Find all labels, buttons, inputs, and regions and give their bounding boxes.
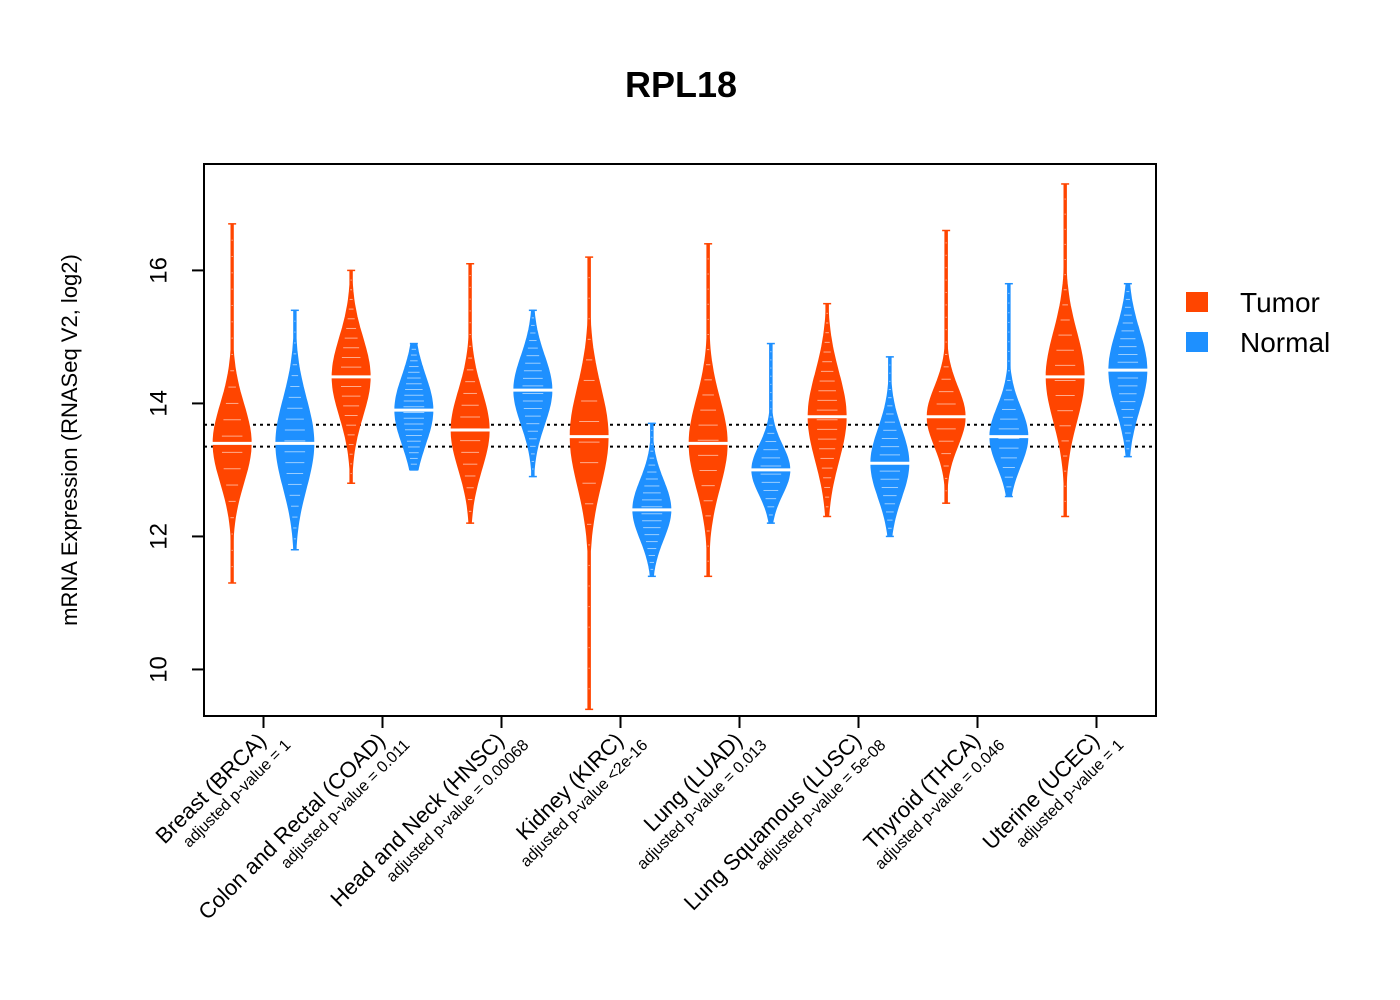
tumor-violin-points [697,243,719,577]
tumor-violin-points [578,256,600,710]
normal-violin-points [641,422,663,577]
y-tick-label: 12 [145,523,172,550]
legend: Tumor Normal [1186,287,1330,358]
y-tick-label: 14 [145,390,172,417]
tumor-violin-points [221,223,243,584]
legend-swatch [1186,292,1208,312]
normal-violin-points [998,283,1020,498]
normal-violin-points [284,309,306,551]
y-axis-label: mRNA Expression (RNASeq V2, log2) [57,254,82,626]
p-value-label: adjusted p-value = 0.00068 [383,737,532,886]
normal-violin-points [522,309,544,478]
plot-frame [203,163,1157,717]
y-tick-label: 16 [145,257,172,284]
normal-violin-points [760,343,782,524]
y-tick-label: 10 [145,656,172,683]
normal-violin-points [403,343,425,471]
legend-swatch [1186,332,1208,352]
chart-title: RPL18 [625,64,737,105]
legend-label: Normal [1240,327,1330,358]
tumor-violin-points [816,303,838,517]
normal-violin-points [879,356,901,537]
tumor-violin-points [340,269,362,484]
tumor-violin-points [1054,183,1076,517]
legend-label: Tumor [1240,287,1320,318]
